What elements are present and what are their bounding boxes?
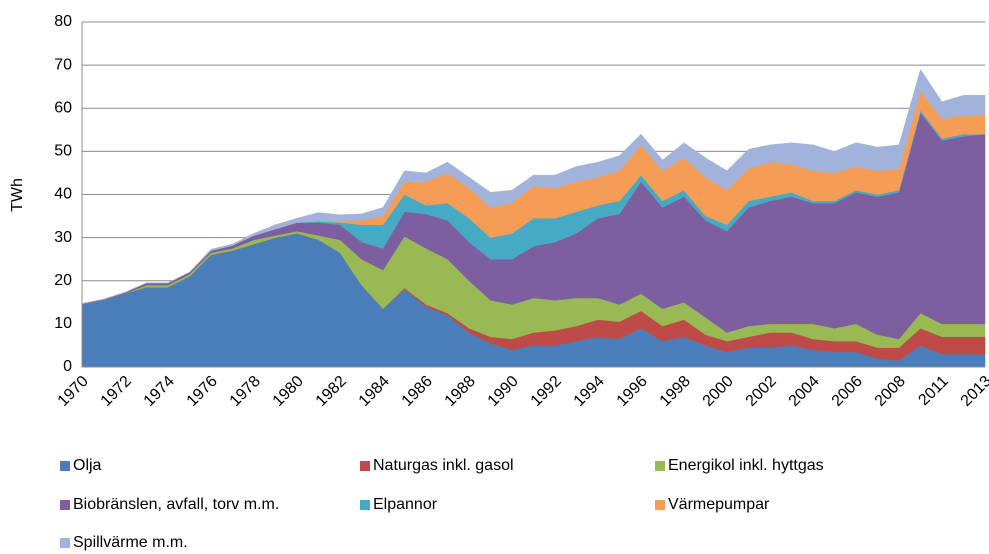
x-tick-label: 1998 [657, 373, 694, 410]
x-tick-label: 2004 [786, 373, 823, 410]
legend-swatch [60, 500, 70, 510]
legend-swatch [360, 461, 370, 471]
x-tick-label: 2011 [915, 373, 951, 409]
y-tick-label: 20 [54, 272, 72, 289]
x-tick-label: 1974 [141, 373, 178, 410]
legend-swatch [655, 500, 665, 510]
x-tick-label: 1992 [528, 373, 565, 410]
legend-label: Naturgas inkl. gasol [373, 457, 514, 474]
x-tick-label: 2000 [700, 373, 737, 410]
x-tick-label: 1978 [227, 373, 264, 410]
legend-label: Olja [73, 457, 102, 474]
legend-swatch [360, 500, 370, 510]
x-tick-label: 1988 [442, 373, 479, 410]
x-tick-label: 1984 [356, 373, 393, 410]
x-tick-label: 1976 [184, 373, 221, 410]
y-tick-label: 0 [63, 358, 72, 375]
y-axis-label: TWh [9, 178, 26, 212]
y-tick-label: 60 [54, 99, 72, 116]
x-tick-label: 1996 [614, 373, 651, 410]
legend-label: Energikol inkl. hyttgas [668, 457, 824, 474]
legend-label: Värmepumpar [668, 496, 770, 513]
x-tick-label: 1972 [98, 373, 135, 410]
x-tick-label: 2008 [872, 373, 909, 410]
y-tick-label: 10 [54, 315, 72, 332]
y-tick-label: 70 [54, 56, 72, 73]
legend-label: Biobränslen, avfall, torv m.m. [73, 496, 279, 513]
x-tick-label: 2013 [958, 373, 989, 410]
y-tick-label: 30 [54, 229, 72, 246]
legend-swatch [60, 461, 70, 471]
x-tick-label: 1986 [399, 373, 436, 410]
area [81, 68, 986, 304]
y-tick-label: 40 [54, 186, 72, 203]
x-tick-label: 1980 [270, 373, 307, 410]
y-tick-label: 80 [54, 13, 72, 30]
x-tick-label: 2006 [829, 373, 866, 410]
x-tick-label: 1994 [571, 373, 608, 410]
x-tick-label: 1990 [485, 373, 522, 410]
x-tick-label: 2002 [743, 373, 780, 410]
x-tick-label: 1970 [55, 373, 92, 410]
y-tick-label: 50 [54, 143, 72, 160]
legend-label: Spillvärme m.m. [73, 534, 188, 551]
legend-label: Elpannor [373, 496, 438, 513]
legend-swatch [60, 538, 70, 548]
legend-swatch [655, 461, 665, 471]
x-tick-label: 1982 [313, 373, 350, 410]
